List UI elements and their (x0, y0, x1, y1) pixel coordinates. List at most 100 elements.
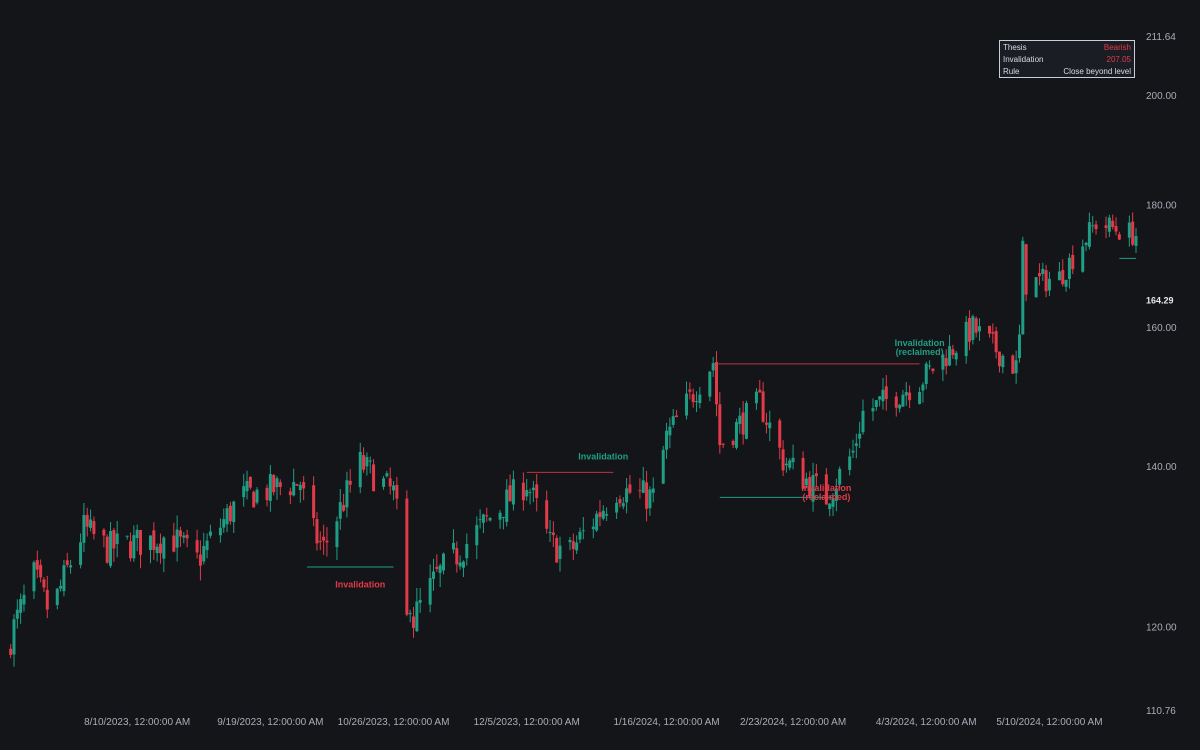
candle (778, 418, 782, 460)
candle (908, 385, 912, 409)
candle (178, 526, 182, 547)
candle (978, 318, 982, 341)
candle (741, 400, 745, 445)
candle (714, 351, 718, 417)
candle (874, 400, 878, 411)
candle (814, 464, 818, 488)
candle (485, 507, 489, 522)
candle (132, 525, 136, 562)
candle (298, 481, 302, 503)
candle (362, 447, 366, 473)
candle (685, 381, 689, 420)
candle (69, 559, 73, 574)
candle (988, 325, 992, 338)
candle (918, 387, 922, 405)
candle (734, 418, 738, 450)
candle (791, 444, 795, 470)
candle (255, 487, 259, 505)
candle (598, 500, 602, 527)
candle (59, 579, 63, 592)
candle (372, 459, 376, 492)
candle (182, 532, 186, 544)
candle (941, 354, 945, 382)
candle (545, 490, 549, 534)
annotation-label: Invalidation (335, 580, 385, 590)
candle (591, 518, 595, 539)
candles (9, 212, 1138, 667)
candle (645, 470, 649, 522)
candle (555, 535, 559, 563)
candle (441, 552, 445, 575)
candle (721, 443, 725, 449)
candle (292, 468, 296, 497)
candle (688, 382, 692, 400)
candle (974, 316, 978, 338)
candle (525, 479, 529, 501)
candle (418, 587, 422, 613)
candle (152, 522, 156, 560)
candle (1107, 214, 1111, 238)
candle (162, 536, 166, 573)
candle (1011, 354, 1015, 375)
candle (871, 398, 875, 421)
candle (148, 535, 152, 564)
candle (348, 469, 352, 493)
candle (1017, 324, 1021, 363)
candle (218, 518, 222, 543)
candle (671, 408, 675, 428)
candle (901, 389, 905, 407)
candle (85, 507, 89, 537)
legend-value: Bearish (1103, 43, 1131, 52)
candle (971, 314, 975, 345)
candle (1071, 245, 1075, 275)
legend-key: Thesis (1003, 43, 1027, 52)
candle (858, 421, 862, 448)
candle (551, 521, 555, 547)
y-tick-label: 160.00 (1146, 323, 1177, 334)
candle (498, 509, 502, 529)
candle (222, 508, 226, 533)
legend-row-rule: Rule Close beyond level (1003, 66, 1131, 78)
candle (661, 445, 665, 485)
candle (202, 532, 206, 565)
candle (1037, 263, 1041, 286)
candle (198, 540, 202, 581)
candle (205, 533, 209, 559)
candle (651, 477, 655, 503)
candle (851, 439, 855, 458)
candle (531, 480, 535, 503)
candle (1127, 215, 1131, 247)
candle (1114, 217, 1118, 236)
candle (698, 386, 702, 409)
candle (768, 410, 772, 442)
candle (511, 470, 515, 511)
candle (691, 388, 695, 408)
y-tick-label: 120.00 (1146, 623, 1177, 634)
candle (382, 475, 386, 490)
y-tick-label: 180.00 (1146, 201, 1177, 212)
legend-row-thesis: Thesis Bearish (1003, 42, 1131, 54)
candle (625, 478, 629, 514)
last-price-label: 164.29 (1146, 296, 1174, 306)
candle (9, 644, 13, 659)
candle (1034, 277, 1038, 298)
candle (1001, 353, 1005, 374)
candle (102, 528, 106, 548)
candle (412, 606, 416, 638)
candle (804, 472, 808, 489)
candle (781, 440, 785, 477)
legend-row-invalidation: Invalidation 207.05 (1003, 54, 1131, 66)
candle (208, 524, 212, 539)
candle (665, 422, 669, 459)
candle (824, 468, 828, 505)
y-tick-label: 140.00 (1146, 462, 1177, 473)
legend-value: 207.05 (1106, 55, 1131, 64)
candle (668, 417, 672, 449)
candle (435, 554, 439, 572)
candle (595, 510, 599, 533)
candle (465, 533, 469, 566)
candle (405, 490, 409, 617)
candle (861, 399, 865, 435)
candle (1067, 253, 1071, 289)
